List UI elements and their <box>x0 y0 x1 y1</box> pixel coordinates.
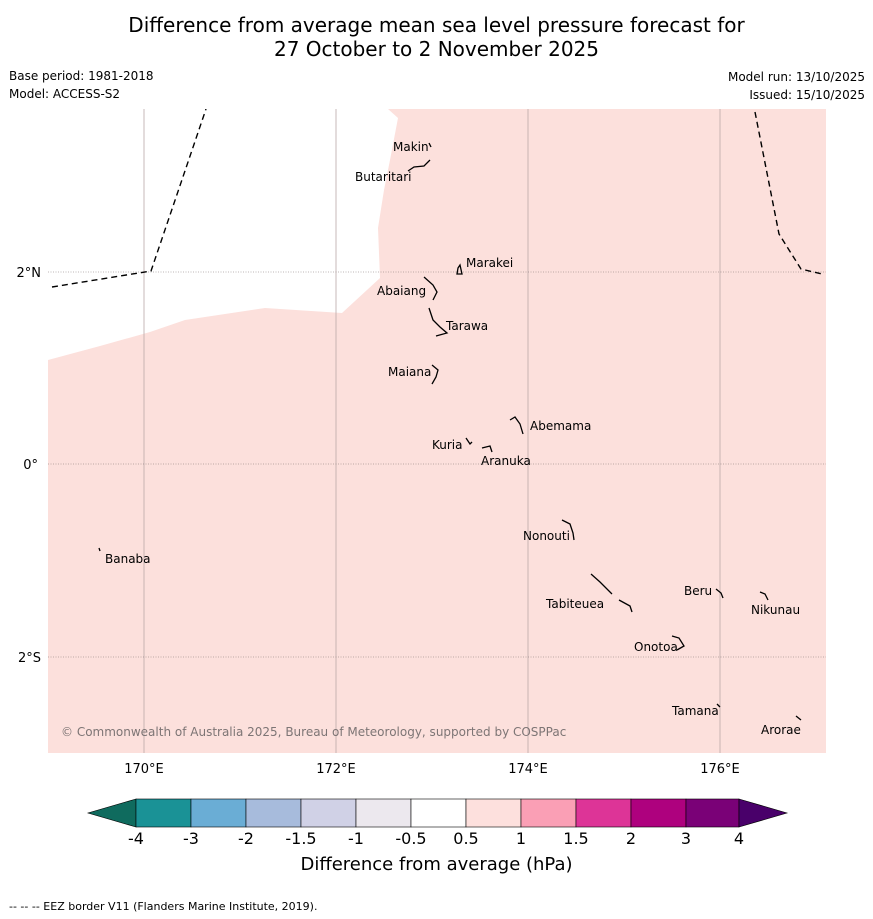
colorbar-tick: 1 <box>516 829 526 848</box>
label-nikunau: Nikunau <box>751 603 800 617</box>
colorbar-tick: 3 <box>681 829 691 848</box>
colorbar-bin <box>245 798 302 828</box>
colorbar-bin <box>300 798 357 828</box>
island-abaiang <box>423 276 438 301</box>
label-arorae: Arorae <box>761 723 801 737</box>
label-tamana: Tamana <box>671 704 719 718</box>
colorbar-tick: -0.5 <box>395 829 426 848</box>
island-nonouti <box>561 519 575 541</box>
lon-tick-174e: 174°E <box>508 762 548 777</box>
colorbar-title: Difference from average (hPa) <box>300 854 573 875</box>
label-aranuka: Aranuka <box>481 454 531 468</box>
label-tarawa: Tarawa <box>445 319 488 333</box>
label-onotoa: Onotoa <box>634 640 678 654</box>
eez-border-west <box>51 109 207 288</box>
colorbar-tick: 1.5 <box>563 829 588 848</box>
island-tamana <box>716 703 721 708</box>
label-kuria: Kuria <box>432 438 463 452</box>
colorbar-bin <box>630 798 687 828</box>
island-kuria <box>465 437 473 446</box>
colorbar-bin <box>355 798 412 828</box>
colorbar-bin <box>465 798 522 828</box>
model-name: Model: ACCESS-S2 <box>9 87 121 101</box>
lon-tick-176e: 176°E <box>700 762 740 777</box>
island-tabiteuea <box>590 573 633 613</box>
pressure-anomaly-field <box>48 109 826 753</box>
colorbar <box>86 798 789 828</box>
colorbar-bin <box>410 798 467 828</box>
colorbar-under-arrow <box>86 798 137 828</box>
island-butaritari <box>407 159 431 172</box>
lon-tick-172e: 172°E <box>316 762 356 777</box>
island-outlines <box>98 142 802 721</box>
island-beru <box>715 588 724 599</box>
chart-title-line1: Difference from average mean sea level p… <box>128 13 745 37</box>
island-nikunau <box>759 591 769 601</box>
island-aranuka <box>481 445 493 453</box>
island-maiana <box>431 364 439 385</box>
colorbar-bin <box>685 798 740 828</box>
island-banaba <box>98 547 101 552</box>
colorbar-tick: -1 <box>348 829 364 848</box>
map-area: Makin Butaritari Marakei Abaiang Tarawa … <box>48 109 826 753</box>
island-abemama <box>509 416 524 435</box>
island-marakei <box>456 263 463 275</box>
label-abaiang: Abaiang <box>377 284 426 298</box>
colorbar-tick: 4 <box>734 829 744 848</box>
model-run: Model run: 13/10/2025 <box>727 70 865 84</box>
label-butaritari: Butaritari <box>355 170 412 184</box>
island-onotoa <box>671 635 685 651</box>
colorbar-bin <box>575 798 632 828</box>
colorbar-bin <box>135 798 192 828</box>
colorbar-bin <box>190 798 247 828</box>
label-nonouti: Nonouti <box>523 529 570 543</box>
label-maiana: Maiana <box>388 365 431 379</box>
label-beru: Beru <box>684 584 712 598</box>
label-banaba: Banaba <box>105 552 151 566</box>
lat-tick-2n: 2°N <box>17 266 42 281</box>
colorbar-tick: 2 <box>626 829 636 848</box>
label-abemama: Abemama <box>530 419 591 433</box>
lon-tick-170e: 170°E <box>124 762 164 777</box>
colorbar-tick: -4 <box>128 829 144 848</box>
island-arorae <box>795 715 802 721</box>
island-tarawa <box>428 307 449 337</box>
colorbar-tick: -1.5 <box>285 829 316 848</box>
graticule-parallels <box>48 271 826 658</box>
chart-title-line2: 27 October to 2 November 2025 <box>273 37 600 61</box>
issued-date: Issued: 15/10/2025 <box>749 88 865 102</box>
label-tabiteuea: Tabiteuea <box>545 597 604 611</box>
colorbar-tick: -2 <box>238 829 254 848</box>
label-marakei: Marakei <box>466 256 513 270</box>
copyright-notice: © Commonwealth of Australia 2025, Bureau… <box>61 725 566 739</box>
colorbar-bin <box>520 798 577 828</box>
lat-tick-2s: 2°S <box>18 651 41 666</box>
eez-border-east <box>754 111 823 275</box>
colorbar-tick: -3 <box>183 829 199 848</box>
colorbar-tick: 0.5 <box>453 829 478 848</box>
eez-footnote: -- -- -- EEZ border V11 (Flanders Marine… <box>9 900 318 913</box>
colorbar-over-arrow <box>738 798 789 828</box>
base-period: Base period: 1981-2018 <box>9 69 154 83</box>
lat-tick-0: 0° <box>23 458 38 473</box>
label-makin: Makin <box>393 140 429 154</box>
island-makin <box>428 142 432 148</box>
graticule-meridians <box>143 109 721 753</box>
